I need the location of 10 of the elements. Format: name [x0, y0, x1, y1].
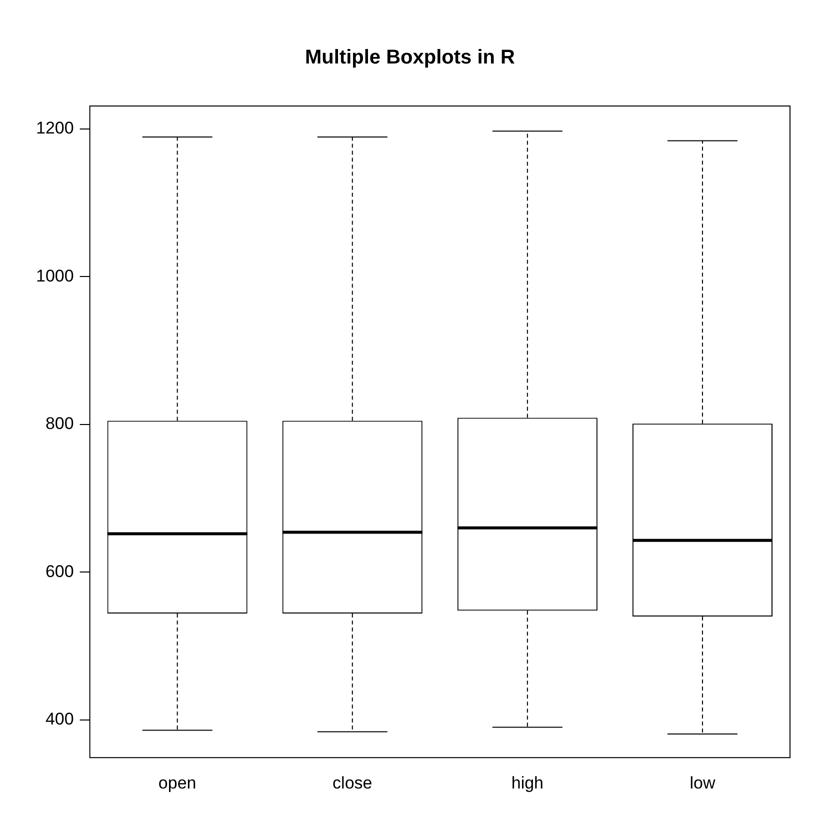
y-tick-label: 1200: [36, 118, 74, 138]
y-tick-label: 400: [45, 710, 74, 729]
x-tick-label: high: [511, 773, 544, 792]
y-tick-label: 800: [45, 414, 74, 434]
x-tick-label: low: [690, 773, 716, 792]
x-tick-label: open: [158, 773, 196, 792]
x-tick-label: close: [332, 773, 372, 792]
chart-title: Multiple Boxplots in R: [305, 46, 516, 69]
y-tick-label: 1000: [36, 266, 74, 286]
y-tick-label: 600: [45, 562, 74, 581]
